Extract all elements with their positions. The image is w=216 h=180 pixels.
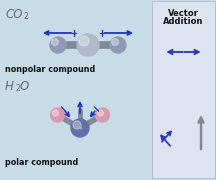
Bar [152,1,215,178]
Circle shape [97,110,103,116]
Text: O: O [20,80,29,93]
Circle shape [110,37,126,53]
Circle shape [52,110,59,116]
Circle shape [51,39,59,46]
Text: polar compound: polar compound [5,158,78,167]
Circle shape [79,36,89,46]
Text: Vector: Vector [168,9,199,18]
Text: H: H [5,80,14,93]
Circle shape [50,37,66,53]
Text: 2: 2 [15,84,20,93]
Text: Addition: Addition [163,17,204,26]
Circle shape [111,39,119,46]
Text: nonpolar compound: nonpolar compound [5,65,95,74]
Circle shape [95,108,110,122]
Circle shape [71,119,89,137]
Text: +: + [79,127,83,132]
Circle shape [73,121,81,129]
Text: CO: CO [5,8,22,21]
Circle shape [51,108,65,122]
Text: 2: 2 [24,12,29,21]
Circle shape [77,34,99,56]
